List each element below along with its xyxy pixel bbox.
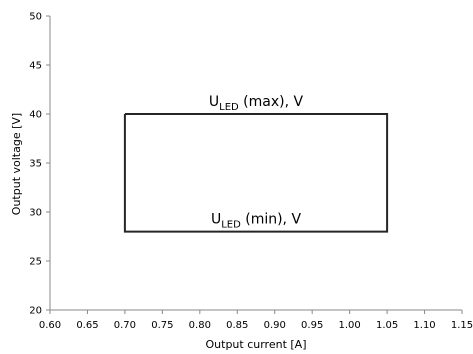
x-tick-label: 0.75	[151, 320, 173, 331]
x-tick-label: 1.10	[413, 320, 435, 331]
x-tick-label: 1.15	[451, 320, 473, 331]
x-tick-label: 0.90	[264, 320, 286, 331]
x-tick-label: 0.70	[114, 320, 136, 331]
y-axis-label: Output voltage [V]	[10, 113, 23, 215]
x-tick-label: 0.65	[76, 320, 98, 331]
annotation-rest: (max), V	[239, 94, 304, 110]
annotation-subscript: LED	[221, 220, 241, 231]
y-tick-label: 20	[29, 306, 42, 317]
plot-area	[123, 113, 389, 233]
x-axis-label: Output current [A]	[206, 338, 307, 351]
axes	[49, 16, 462, 311]
x-tick-label: 1.00	[339, 320, 361, 331]
x-tick-label: 0.85	[226, 320, 248, 331]
annotation-main: U	[211, 212, 221, 228]
x-tick-label: 0.60	[39, 320, 61, 331]
x-tick-label: 0.80	[189, 320, 211, 331]
x-ticks: 0.60 0.65 0.70 0.75 0.80 0.85 0.90 0.95 1.00 1.05…	[39, 310, 473, 331]
y-ticks: 20 25 30 35 40 45 50	[29, 12, 50, 317]
annotation-subscript: LED	[219, 102, 239, 113]
y-tick-label: 35	[29, 159, 42, 170]
annotation-main: U	[209, 94, 219, 110]
x-tick-label: 1.05	[376, 320, 398, 331]
annotation-label: ULED (max), V	[209, 94, 304, 113]
series-line	[123, 113, 389, 233]
y-tick-label: 40	[29, 110, 42, 121]
y-tick-label: 25	[29, 257, 42, 268]
y-tick-label: 30	[29, 208, 42, 219]
y-tick-label: 50	[29, 12, 42, 23]
x-tick-label: 0.95	[301, 320, 323, 331]
annotation-rest: (min), V	[241, 212, 302, 228]
annotation-label: ULED (min), V	[211, 212, 302, 231]
y-tick-label: 45	[29, 61, 42, 72]
